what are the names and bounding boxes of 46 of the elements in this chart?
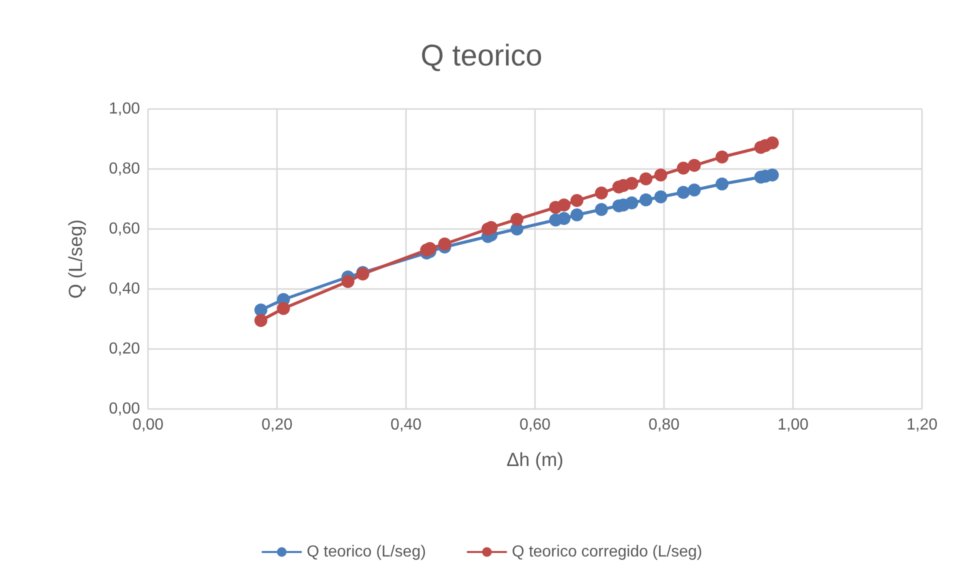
x-tick-label: 1,20 [906, 416, 938, 434]
point [639, 172, 652, 186]
chart-title: Q teorico [420, 40, 542, 72]
y-tick-label: 1,00 [108, 100, 140, 118]
y-axis-title: Q (L/seg) [66, 219, 87, 299]
y-tick-label: 0,60 [108, 220, 140, 238]
point [625, 196, 638, 210]
point [423, 242, 436, 255]
x-axis-title: Δh (m) [506, 450, 564, 471]
point [639, 193, 652, 206]
point [438, 238, 452, 250]
x-tick-label: 0,20 [261, 416, 293, 434]
point [676, 162, 690, 175]
legend-label: Q teorico (L/seg) [306, 544, 426, 560]
point [766, 136, 779, 150]
point [688, 158, 701, 172]
point [716, 178, 729, 190]
point [594, 203, 608, 216]
point [254, 314, 268, 327]
point [676, 186, 690, 199]
x-tick-label: 0,60 [519, 416, 551, 434]
point [766, 168, 779, 182]
y-tick-label: 0,20 [108, 340, 140, 358]
x-tick-label: 0,00 [132, 416, 164, 434]
y-tick-label: 0,80 [108, 160, 140, 178]
x-tick-label: 0,80 [648, 416, 680, 434]
point [570, 208, 584, 222]
point [594, 186, 608, 200]
point [254, 304, 268, 316]
point [570, 194, 584, 207]
legend-label: Q teorico corregido (L/seg) [512, 544, 702, 560]
x-tick-label: 0,40 [390, 416, 422, 434]
x-tick-label: 1,00 [777, 416, 809, 434]
point [654, 190, 668, 204]
point [276, 302, 290, 315]
point [716, 150, 729, 164]
point [484, 221, 498, 234]
point [558, 198, 571, 212]
point [510, 212, 524, 226]
point [654, 168, 668, 182]
y-tick-label: 0,00 [108, 400, 140, 418]
point [558, 212, 571, 225]
y-tick-label: 0,40 [108, 280, 140, 298]
point [625, 176, 638, 190]
point [688, 184, 701, 196]
point [341, 275, 354, 288]
